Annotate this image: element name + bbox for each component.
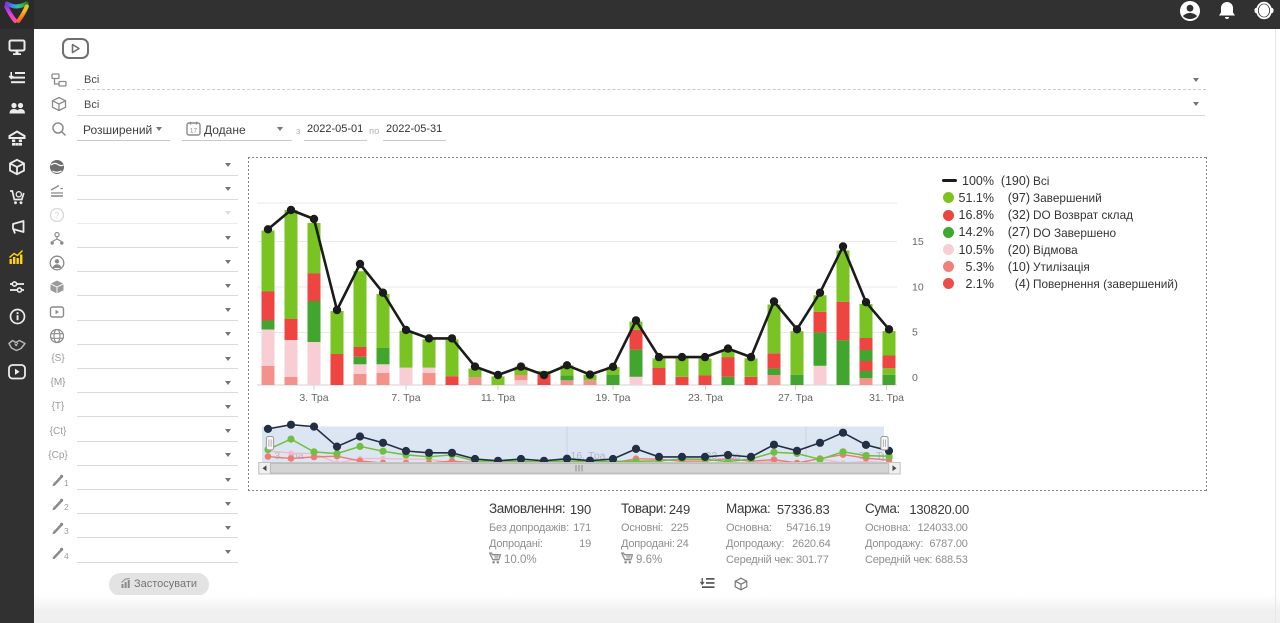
svg-text:3. Тра: 3. Тра: [299, 392, 328, 404]
svg-text:5: 5: [912, 326, 918, 338]
svg-text:11. Тра: 11. Тра: [481, 392, 515, 404]
svg-text:19. Тра: 19. Тра: [595, 392, 630, 404]
svg-text:7. Тра: 7. Тра: [391, 392, 420, 404]
svg-text:?: ?: [55, 210, 60, 220]
svg-text:27. Тра: 27. Тра: [778, 392, 813, 404]
svg-text:23. Тра: 23. Тра: [688, 392, 723, 404]
svg-text:17: 17: [190, 128, 198, 135]
svg-text:31. Тра: 31. Тра: [869, 392, 904, 404]
svg-text:15: 15: [912, 236, 924, 248]
svg-text:0: 0: [912, 372, 918, 384]
svg-text:10: 10: [912, 282, 924, 294]
